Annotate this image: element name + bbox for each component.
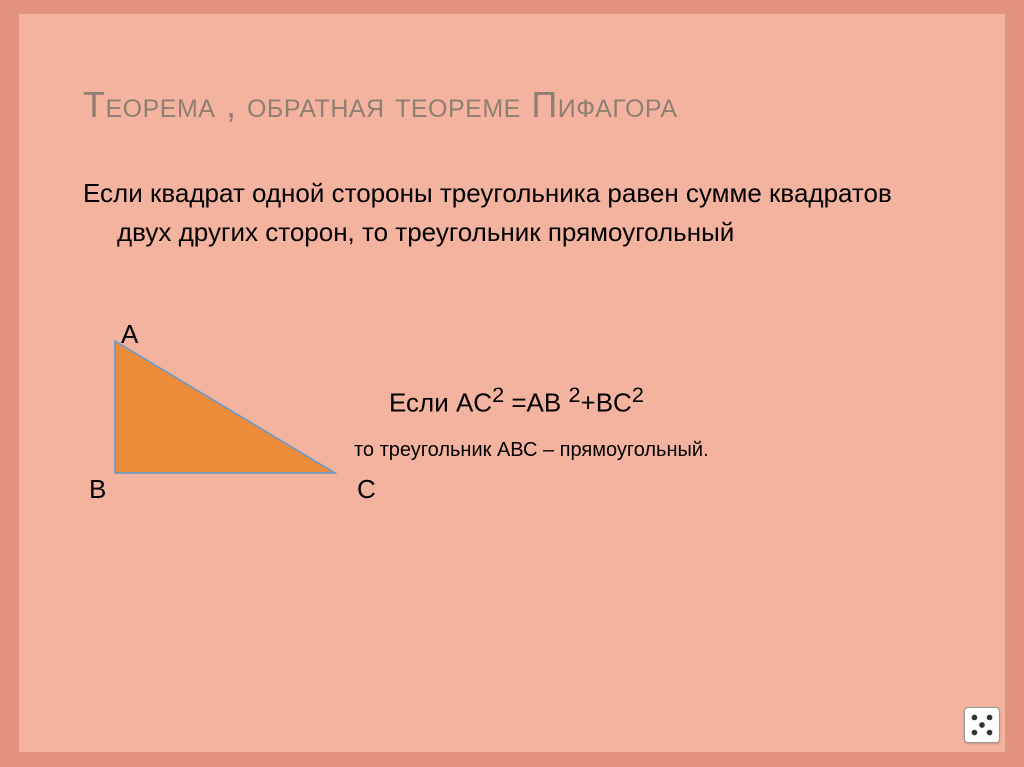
slide-outer: Теорема , обратная теореме Пифагора Если… — [0, 0, 1024, 767]
vertex-label-c: C — [357, 474, 376, 505]
conclusion-text: то треугольник АВС – прямоугольный. — [354, 439, 709, 462]
cond-prefix: Если AC — [389, 388, 492, 418]
triangle-shape — [115, 341, 335, 473]
condition-equation: Если AC2 =AB 2+BC2 — [389, 382, 644, 419]
cond-plus: +BC — [581, 388, 632, 418]
cond-sup-2: 2 — [568, 382, 580, 407]
dice-icon[interactable] — [964, 707, 1000, 743]
triangle-diagram — [111, 337, 339, 477]
vertex-label-a: A — [121, 319, 138, 350]
slide-inner: Теорема , обратная теореме Пифагора Если… — [19, 14, 1005, 752]
theorem-statement: Если квадрат одной стороны треугольника … — [83, 174, 937, 252]
slide-title: Теорема , обратная теореме Пифагора — [83, 84, 678, 126]
cond-sup-3: 2 — [632, 382, 644, 407]
cond-eq: =AB — [504, 388, 568, 418]
vertex-label-b: B — [89, 474, 106, 505]
cond-sup-1: 2 — [492, 382, 504, 407]
